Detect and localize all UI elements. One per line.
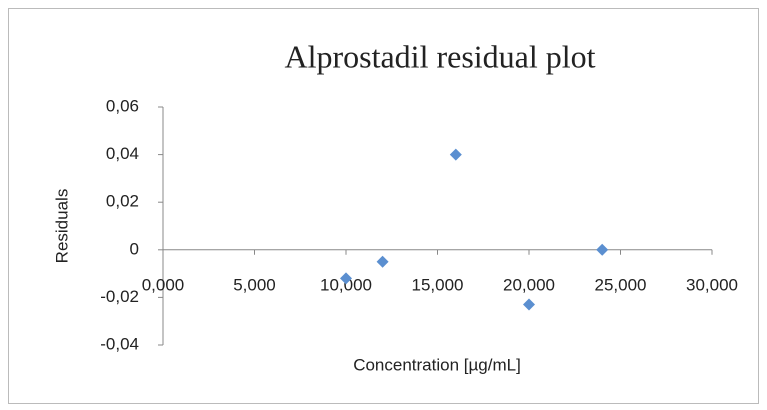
y-tick-label: 0,04 bbox=[106, 144, 139, 163]
x-tick-label: 15,000 bbox=[412, 275, 464, 294]
x-tick-label: 20,000 bbox=[503, 275, 555, 294]
y-tick-label: 0 bbox=[130, 239, 139, 258]
y-tick-label: -0,02 bbox=[100, 287, 139, 306]
chart-border bbox=[8, 8, 759, 404]
x-tick-label: 10,000 bbox=[320, 275, 372, 294]
point bbox=[449, 148, 462, 161]
x-tick-label: 30,000 bbox=[686, 275, 738, 294]
y-axis-title: Residuals bbox=[52, 189, 71, 264]
point bbox=[596, 243, 609, 256]
point bbox=[523, 298, 535, 311]
x-tick-label: 0,000 bbox=[142, 275, 185, 294]
point bbox=[376, 255, 389, 268]
point bbox=[340, 272, 352, 285]
y-tick-label: 0,06 bbox=[106, 96, 139, 115]
y-tick-label: 0,02 bbox=[106, 192, 139, 211]
x-tick-label: 5,000 bbox=[233, 275, 276, 294]
x-axis-title: Concentration [µg/mL] bbox=[353, 355, 521, 374]
x-tick-label: 25,000 bbox=[595, 275, 647, 294]
y-tick-label: -0,04 bbox=[100, 334, 139, 353]
chart-title: Alprostadil residual plot bbox=[284, 38, 595, 74]
